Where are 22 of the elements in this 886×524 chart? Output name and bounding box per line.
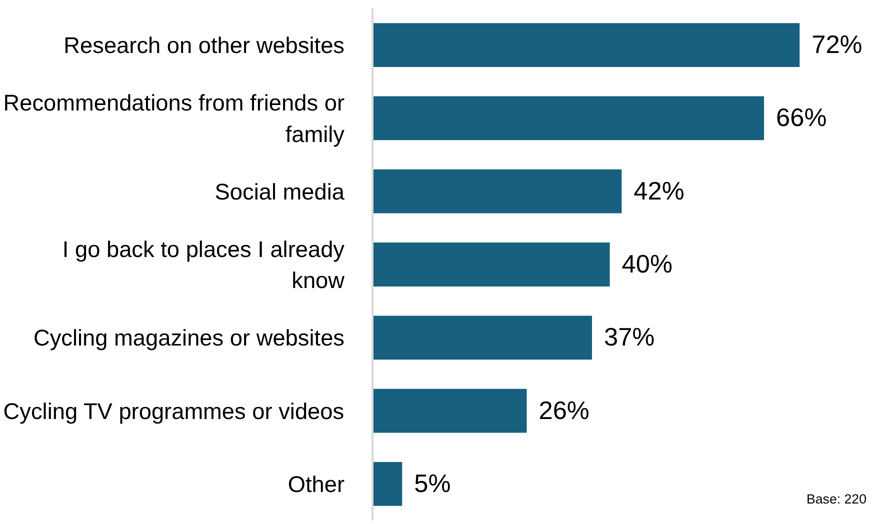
data-label: 5% — [414, 470, 451, 498]
data-label: 66% — [776, 104, 827, 132]
y-tick-label: Cycling TV programmes or videos — [3, 398, 344, 424]
y-tick-label: I go back to places I already know — [62, 236, 346, 294]
bar — [372, 388, 527, 433]
data-label: 40% — [622, 250, 672, 278]
bar — [372, 96, 764, 140]
bar — [372, 169, 622, 214]
bar — [372, 23, 800, 68]
data-label: 37% — [604, 324, 655, 352]
y-tick-label: Social media — [214, 178, 345, 204]
y-tick-label: Research on other websites — [64, 32, 345, 58]
data-label: 42% — [634, 177, 684, 206]
text: Base: 220 — [806, 492, 867, 506]
y-tick-label: Cycling magazines or websites — [33, 324, 345, 351]
bar — [372, 242, 610, 286]
y-tick-label: Other — [288, 470, 345, 497]
bar — [372, 316, 592, 360]
y-tick-label: Recommendations from friends or family — [3, 90, 346, 147]
bar — [372, 462, 402, 506]
data-label: 26% — [538, 396, 590, 425]
data-label: 72% — [812, 31, 862, 60]
